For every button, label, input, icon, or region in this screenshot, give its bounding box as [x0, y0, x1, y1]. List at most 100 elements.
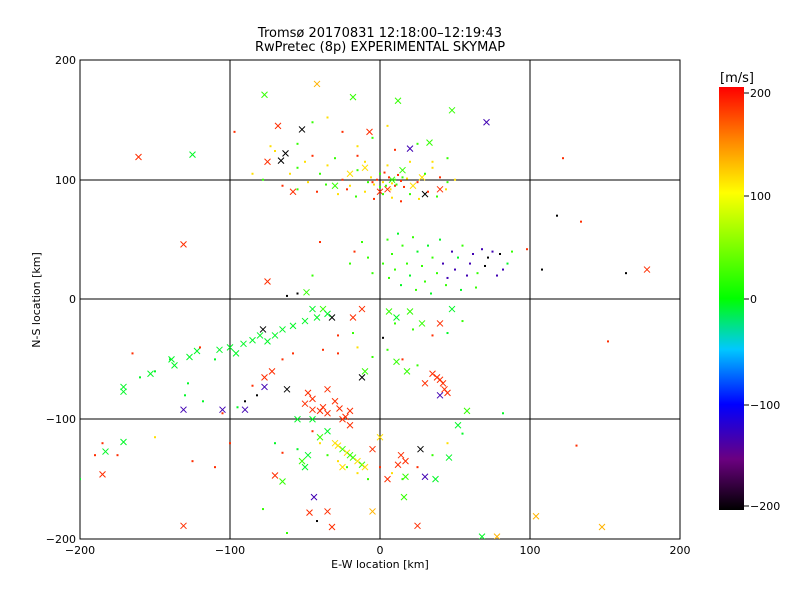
data-point-x	[354, 457, 361, 465]
data-point-dot	[199, 346, 201, 349]
data-point-x	[463, 407, 471, 415]
data-point-x	[643, 266, 651, 273]
data-point-dot	[446, 442, 449, 445]
data-point-x	[399, 166, 406, 174]
data-point-x	[261, 373, 268, 381]
data-point-dot	[371, 181, 374, 184]
data-point-dot	[80, 478, 81, 481]
data-point-dot	[409, 160, 411, 163]
data-point-dot	[406, 177, 408, 180]
data-point-x	[358, 305, 366, 313]
data-point-dot	[296, 448, 299, 451]
data-point-dot	[436, 195, 438, 198]
data-point-dot	[445, 188, 447, 191]
data-point-dot	[371, 272, 374, 275]
data-point-dot	[379, 185, 381, 188]
data-point-dot	[191, 460, 194, 463]
data-point-dot	[296, 142, 299, 145]
data-point-x	[483, 118, 490, 126]
data-point-dot	[325, 183, 327, 186]
data-point-x	[289, 322, 297, 330]
y-axis: 200 100 0 −100 −200 N-S location [km]	[30, 54, 76, 546]
data-point-dot	[421, 264, 423, 267]
data-point-dot	[361, 241, 363, 244]
data-point-x	[439, 379, 447, 387]
data-point-dot	[326, 454, 329, 457]
data-point-x	[346, 407, 354, 415]
data-point-x	[346, 421, 354, 429]
data-point-x	[421, 379, 429, 387]
data-point-dot	[446, 181, 449, 184]
data-point-x	[120, 383, 127, 391]
data-point-dot	[376, 178, 378, 181]
data-point-x	[361, 367, 369, 375]
data-point-x	[418, 320, 426, 327]
data-point-dot	[319, 442, 321, 445]
data-point-dot	[184, 394, 186, 397]
data-point-x	[240, 340, 247, 348]
data-point-x	[226, 344, 234, 351]
data-point-dot	[562, 157, 564, 160]
data-point-dot	[401, 478, 404, 481]
data-point-dot	[187, 382, 189, 385]
data-point-dot	[400, 284, 402, 287]
data-point-x	[232, 350, 240, 357]
data-point-dot	[326, 164, 329, 167]
data-point-dot	[446, 276, 449, 279]
data-point-x	[532, 512, 540, 520]
data-point-x	[277, 157, 285, 164]
data-point-dot	[454, 178, 456, 181]
data-point-x	[418, 174, 426, 181]
x-tick-label: −200	[65, 544, 95, 557]
data-point-x	[409, 182, 417, 190]
data-point-x	[417, 445, 424, 453]
data-point-dot	[382, 262, 384, 265]
data-point-x	[369, 445, 376, 453]
data-point-x	[283, 385, 291, 393]
data-point-dot	[311, 430, 314, 433]
data-point-dot	[370, 176, 372, 179]
data-point-x	[598, 523, 606, 531]
data-point-x	[306, 509, 313, 517]
data-point-x	[298, 126, 306, 133]
data-point-dot	[472, 252, 474, 255]
data-point-x	[310, 493, 318, 501]
data-point-dot	[233, 130, 236, 133]
data-point-dot	[394, 322, 396, 325]
data-point-dot	[154, 436, 156, 439]
data-point-x	[309, 305, 316, 313]
data-point-dot	[446, 332, 449, 335]
data-point-dot	[356, 145, 359, 148]
data-point-dot	[388, 176, 390, 179]
data-point-dot	[416, 181, 419, 184]
colorbar-label: [m/s]	[720, 71, 754, 86]
data-point-dot	[296, 166, 299, 169]
data-point-dot	[424, 280, 426, 283]
data-point-x	[385, 308, 393, 315]
data-point-x	[444, 389, 451, 397]
data-point-dot	[406, 262, 408, 265]
data-point-x	[304, 389, 312, 397]
data-point-dot	[391, 182, 393, 185]
plot-area	[79, 59, 681, 540]
data-point-dot	[251, 384, 254, 387]
data-point-x	[421, 473, 429, 481]
y-tick-label: 0	[69, 293, 76, 306]
data-point-dot	[281, 451, 284, 454]
y-tick-label: 100	[55, 174, 76, 187]
data-point-dot	[625, 272, 627, 275]
data-point-dot	[356, 169, 359, 172]
data-point-dot	[262, 178, 264, 181]
data-point-dot	[395, 183, 398, 186]
data-point-dot	[311, 274, 314, 277]
data-point-x	[304, 451, 312, 459]
data-point-dot	[457, 256, 459, 259]
data-point-x	[324, 385, 331, 393]
data-point-dot	[466, 274, 468, 277]
data-point-x	[282, 150, 289, 157]
data-point-x	[99, 470, 106, 478]
data-point-x	[445, 454, 453, 461]
data-point-dot	[394, 184, 396, 187]
data-point-dot	[262, 508, 264, 511]
data-point-x	[216, 346, 223, 354]
